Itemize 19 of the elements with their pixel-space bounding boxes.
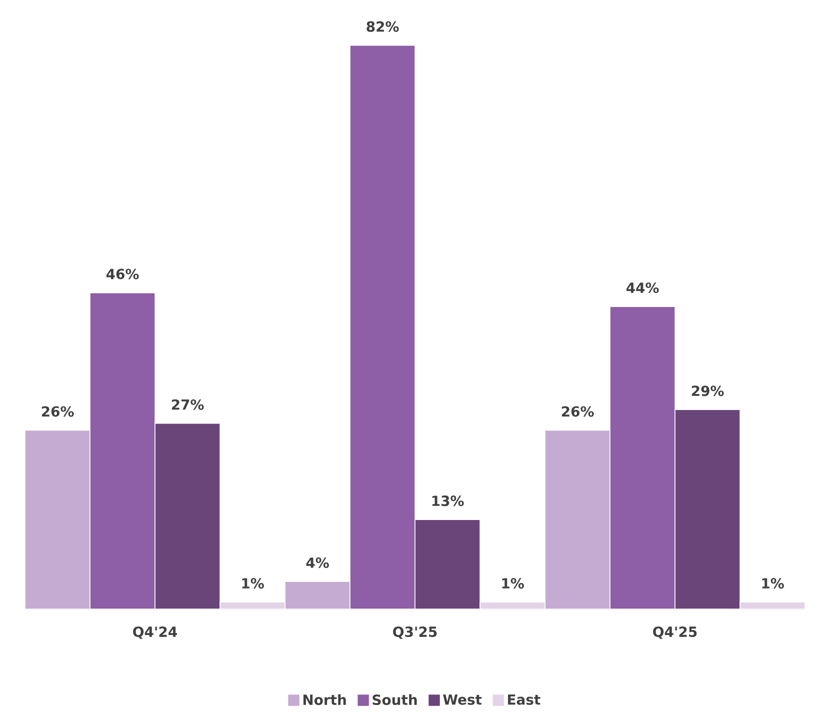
legend-label: South xyxy=(372,694,417,706)
data-label: 1% xyxy=(242,578,264,589)
data-label: 13% xyxy=(432,496,464,506)
data-label: 26% xyxy=(42,406,74,417)
data-label: 44% xyxy=(626,282,659,294)
data-label: 46% xyxy=(106,268,139,280)
x-tick-label: Q3'25 xyxy=(393,626,437,639)
data-label: 4% xyxy=(306,557,329,568)
x-tick-label: Q4'24 xyxy=(133,626,177,639)
data-label: 1% xyxy=(762,578,784,589)
data-label: 27% xyxy=(172,399,204,410)
x-tick-label: Q4'25 xyxy=(653,626,697,639)
data-label: 29% xyxy=(692,386,724,396)
legend-label: North xyxy=(303,694,346,706)
data-label: 82% xyxy=(366,21,399,32)
legend-label: West xyxy=(443,694,482,705)
data-label: 1% xyxy=(502,578,524,589)
legend-label: East xyxy=(508,694,540,705)
data-label: 26% xyxy=(562,406,594,417)
